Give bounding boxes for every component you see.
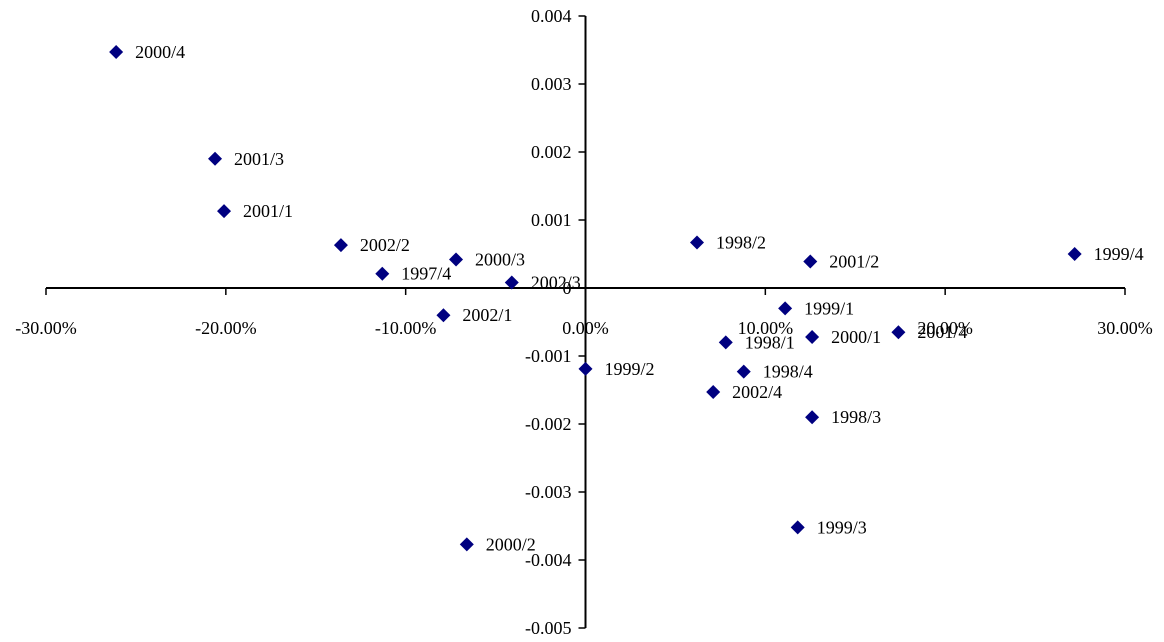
- y-tick-label: -0.003: [525, 482, 572, 502]
- data-point-marker: [805, 410, 820, 425]
- data-point-marker: [718, 335, 733, 350]
- data-point-marker: [208, 151, 223, 166]
- x-tick-label: 0.00%: [562, 318, 609, 338]
- data-point-marker: [217, 204, 232, 219]
- data-point-marker: [736, 364, 751, 379]
- data-point-label: 2002/4: [732, 382, 782, 402]
- data-point-label: 2001/4: [917, 322, 967, 342]
- data-point-marker: [891, 325, 906, 340]
- y-tick-label: 0.004: [531, 6, 572, 26]
- data-point-label: 1998/2: [716, 232, 766, 252]
- data-point-label: 1999/1: [804, 298, 854, 318]
- data-point-label: 1999/4: [1094, 244, 1144, 264]
- data-point-label: 2002/1: [462, 305, 512, 325]
- y-tick-label: -0.004: [525, 550, 572, 570]
- data-point-marker: [578, 361, 593, 376]
- data-point-label: 1998/4: [763, 362, 813, 382]
- y-tick-label: -0.001: [525, 346, 572, 366]
- data-point-label: 2001/3: [234, 149, 284, 169]
- x-tick-label: 10.00%: [738, 318, 794, 338]
- y-tick-label: 0.002: [531, 142, 572, 162]
- x-tick-label: 30.00%: [1097, 318, 1153, 338]
- y-tick-label: -0.005: [525, 618, 572, 637]
- data-point-label: 1998/3: [831, 407, 881, 427]
- data-point-label: 1997/4: [401, 264, 451, 284]
- data-point-marker: [689, 235, 704, 250]
- data-point-marker: [805, 329, 820, 344]
- x-tick-label: -20.00%: [195, 318, 257, 338]
- data-point-label: 2001/2: [829, 251, 879, 271]
- data-point-marker: [459, 537, 474, 552]
- data-point-marker: [109, 45, 124, 60]
- y-tick-label: -0.002: [525, 414, 572, 434]
- x-tick-label: -10.00%: [375, 318, 437, 338]
- data-point-marker: [436, 308, 451, 323]
- data-point-marker: [504, 275, 519, 290]
- data-point-marker: [778, 301, 793, 316]
- data-point-label: 2001/1: [243, 201, 293, 221]
- y-tick-label: 0: [563, 278, 572, 298]
- y-tick-label: 0.001: [531, 210, 572, 230]
- data-point-label: 1999/2: [605, 359, 655, 379]
- data-point-label: 2000/3: [475, 249, 525, 269]
- point-labels: 2000/4 2001/3 2001/1 2002/2 1997/4 2000/3 2002…: [135, 42, 1144, 554]
- data-point-label: 2000/1: [831, 327, 881, 347]
- x-tick-label: 20.00%: [917, 318, 973, 338]
- data-point-marker: [333, 238, 348, 253]
- x-tick-label: -30.00%: [15, 318, 77, 338]
- data-point-label: 2000/4: [135, 42, 185, 62]
- data-point-marker: [375, 266, 390, 281]
- y-tick-label: 0.003: [531, 74, 572, 94]
- axes: -30.00% -20.00% -10.00% 0.00% 10.00% 20.00% 30…: [15, 6, 1153, 638]
- data-point-label: 2000/2: [486, 534, 536, 554]
- data-point-marker: [706, 385, 721, 400]
- data-points: [109, 45, 1082, 552]
- data-point-marker: [449, 252, 464, 267]
- data-point-label: 2002/3: [531, 273, 581, 293]
- data-point-marker: [803, 254, 818, 269]
- data-point-label: 1999/3: [817, 517, 867, 537]
- data-point-marker: [790, 520, 805, 535]
- data-point-label: 1998/1: [745, 332, 795, 352]
- data-point-marker: [1067, 247, 1082, 261]
- data-point-label: 2002/2: [360, 235, 410, 255]
